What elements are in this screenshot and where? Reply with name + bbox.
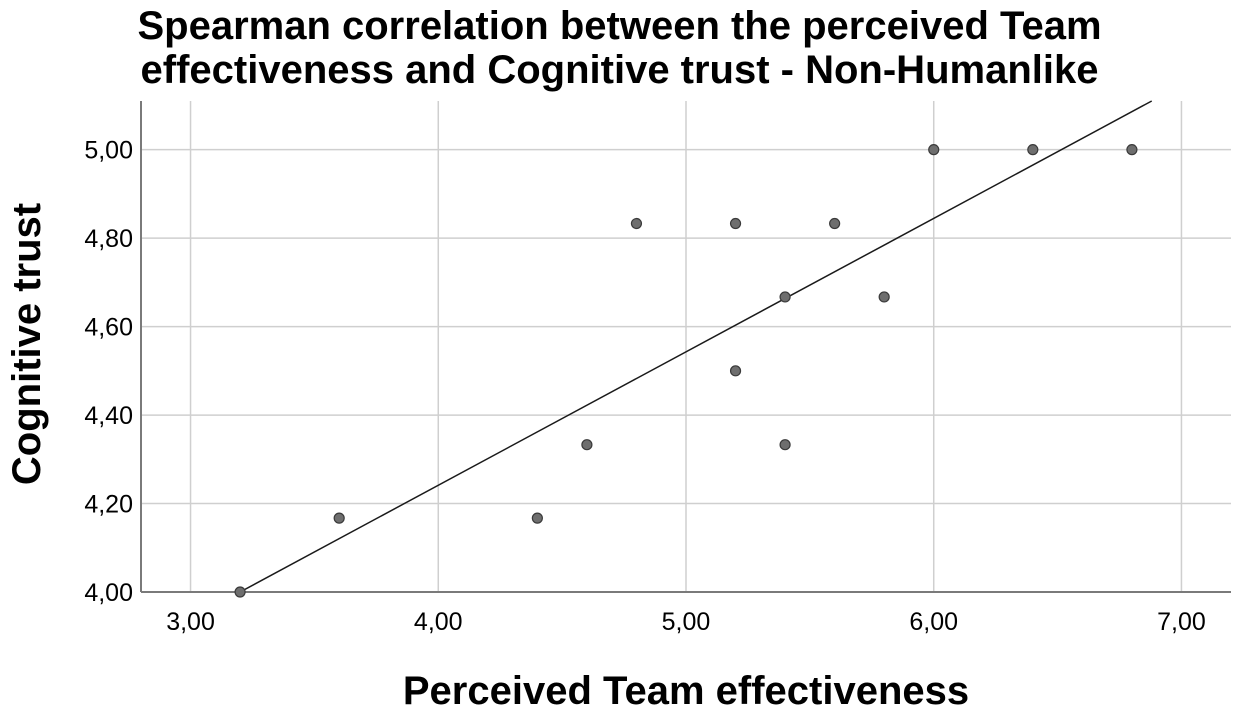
data-point bbox=[531, 512, 543, 524]
data-point bbox=[729, 365, 742, 377]
fit-line bbox=[239, 100, 1153, 593]
data-point bbox=[779, 291, 791, 303]
data-point bbox=[234, 586, 246, 598]
x-tick-label: 4,00 bbox=[414, 608, 463, 636]
y-tick-labels: 4,00 4,20 4,40 4,60 4,80 5,00 bbox=[84, 137, 133, 607]
x-tick-labels: 3,00 4,00 5,00 6,00 7,00 bbox=[166, 608, 1206, 636]
y-tick-label: 4,80 bbox=[84, 225, 133, 253]
y-tick-label: 4,40 bbox=[84, 402, 133, 430]
y-tick-label: 5,00 bbox=[84, 137, 133, 165]
data-point bbox=[1027, 144, 1039, 156]
data-point bbox=[928, 144, 940, 156]
y-tick-label: 4,60 bbox=[84, 314, 133, 342]
data-point bbox=[829, 217, 841, 230]
y-tick-label: 4,20 bbox=[84, 491, 133, 519]
data-point bbox=[630, 217, 643, 230]
x-tick-label: 6,00 bbox=[909, 608, 958, 636]
x-tick-label: 3,00 bbox=[166, 608, 215, 636]
data-point bbox=[581, 439, 593, 451]
data-points bbox=[234, 144, 1138, 598]
x-tick-label: 7,00 bbox=[1157, 608, 1206, 636]
data-point bbox=[878, 291, 890, 303]
data-point bbox=[1126, 144, 1138, 156]
y-tick-label: 4,00 bbox=[84, 579, 133, 607]
x-axis-title: Perceived Team effectiveness bbox=[403, 669, 969, 713]
x-tick-label: 5,00 bbox=[662, 608, 711, 636]
chart-title: Spearman correlation between the perceiv… bbox=[0, 4, 1239, 92]
y-axis-title: Cognitive trust bbox=[5, 203, 49, 485]
fit-line-group bbox=[239, 100, 1153, 593]
chart-title-line-2: effectiveness and Cognitive trust - Non-… bbox=[140, 48, 1099, 92]
data-point bbox=[729, 217, 742, 230]
gridlines bbox=[141, 101, 1231, 592]
axes bbox=[140, 101, 1231, 593]
data-point bbox=[779, 439, 791, 451]
data-point bbox=[333, 512, 345, 524]
chart-title-line-1: Spearman correlation between the perceiv… bbox=[137, 4, 1102, 48]
